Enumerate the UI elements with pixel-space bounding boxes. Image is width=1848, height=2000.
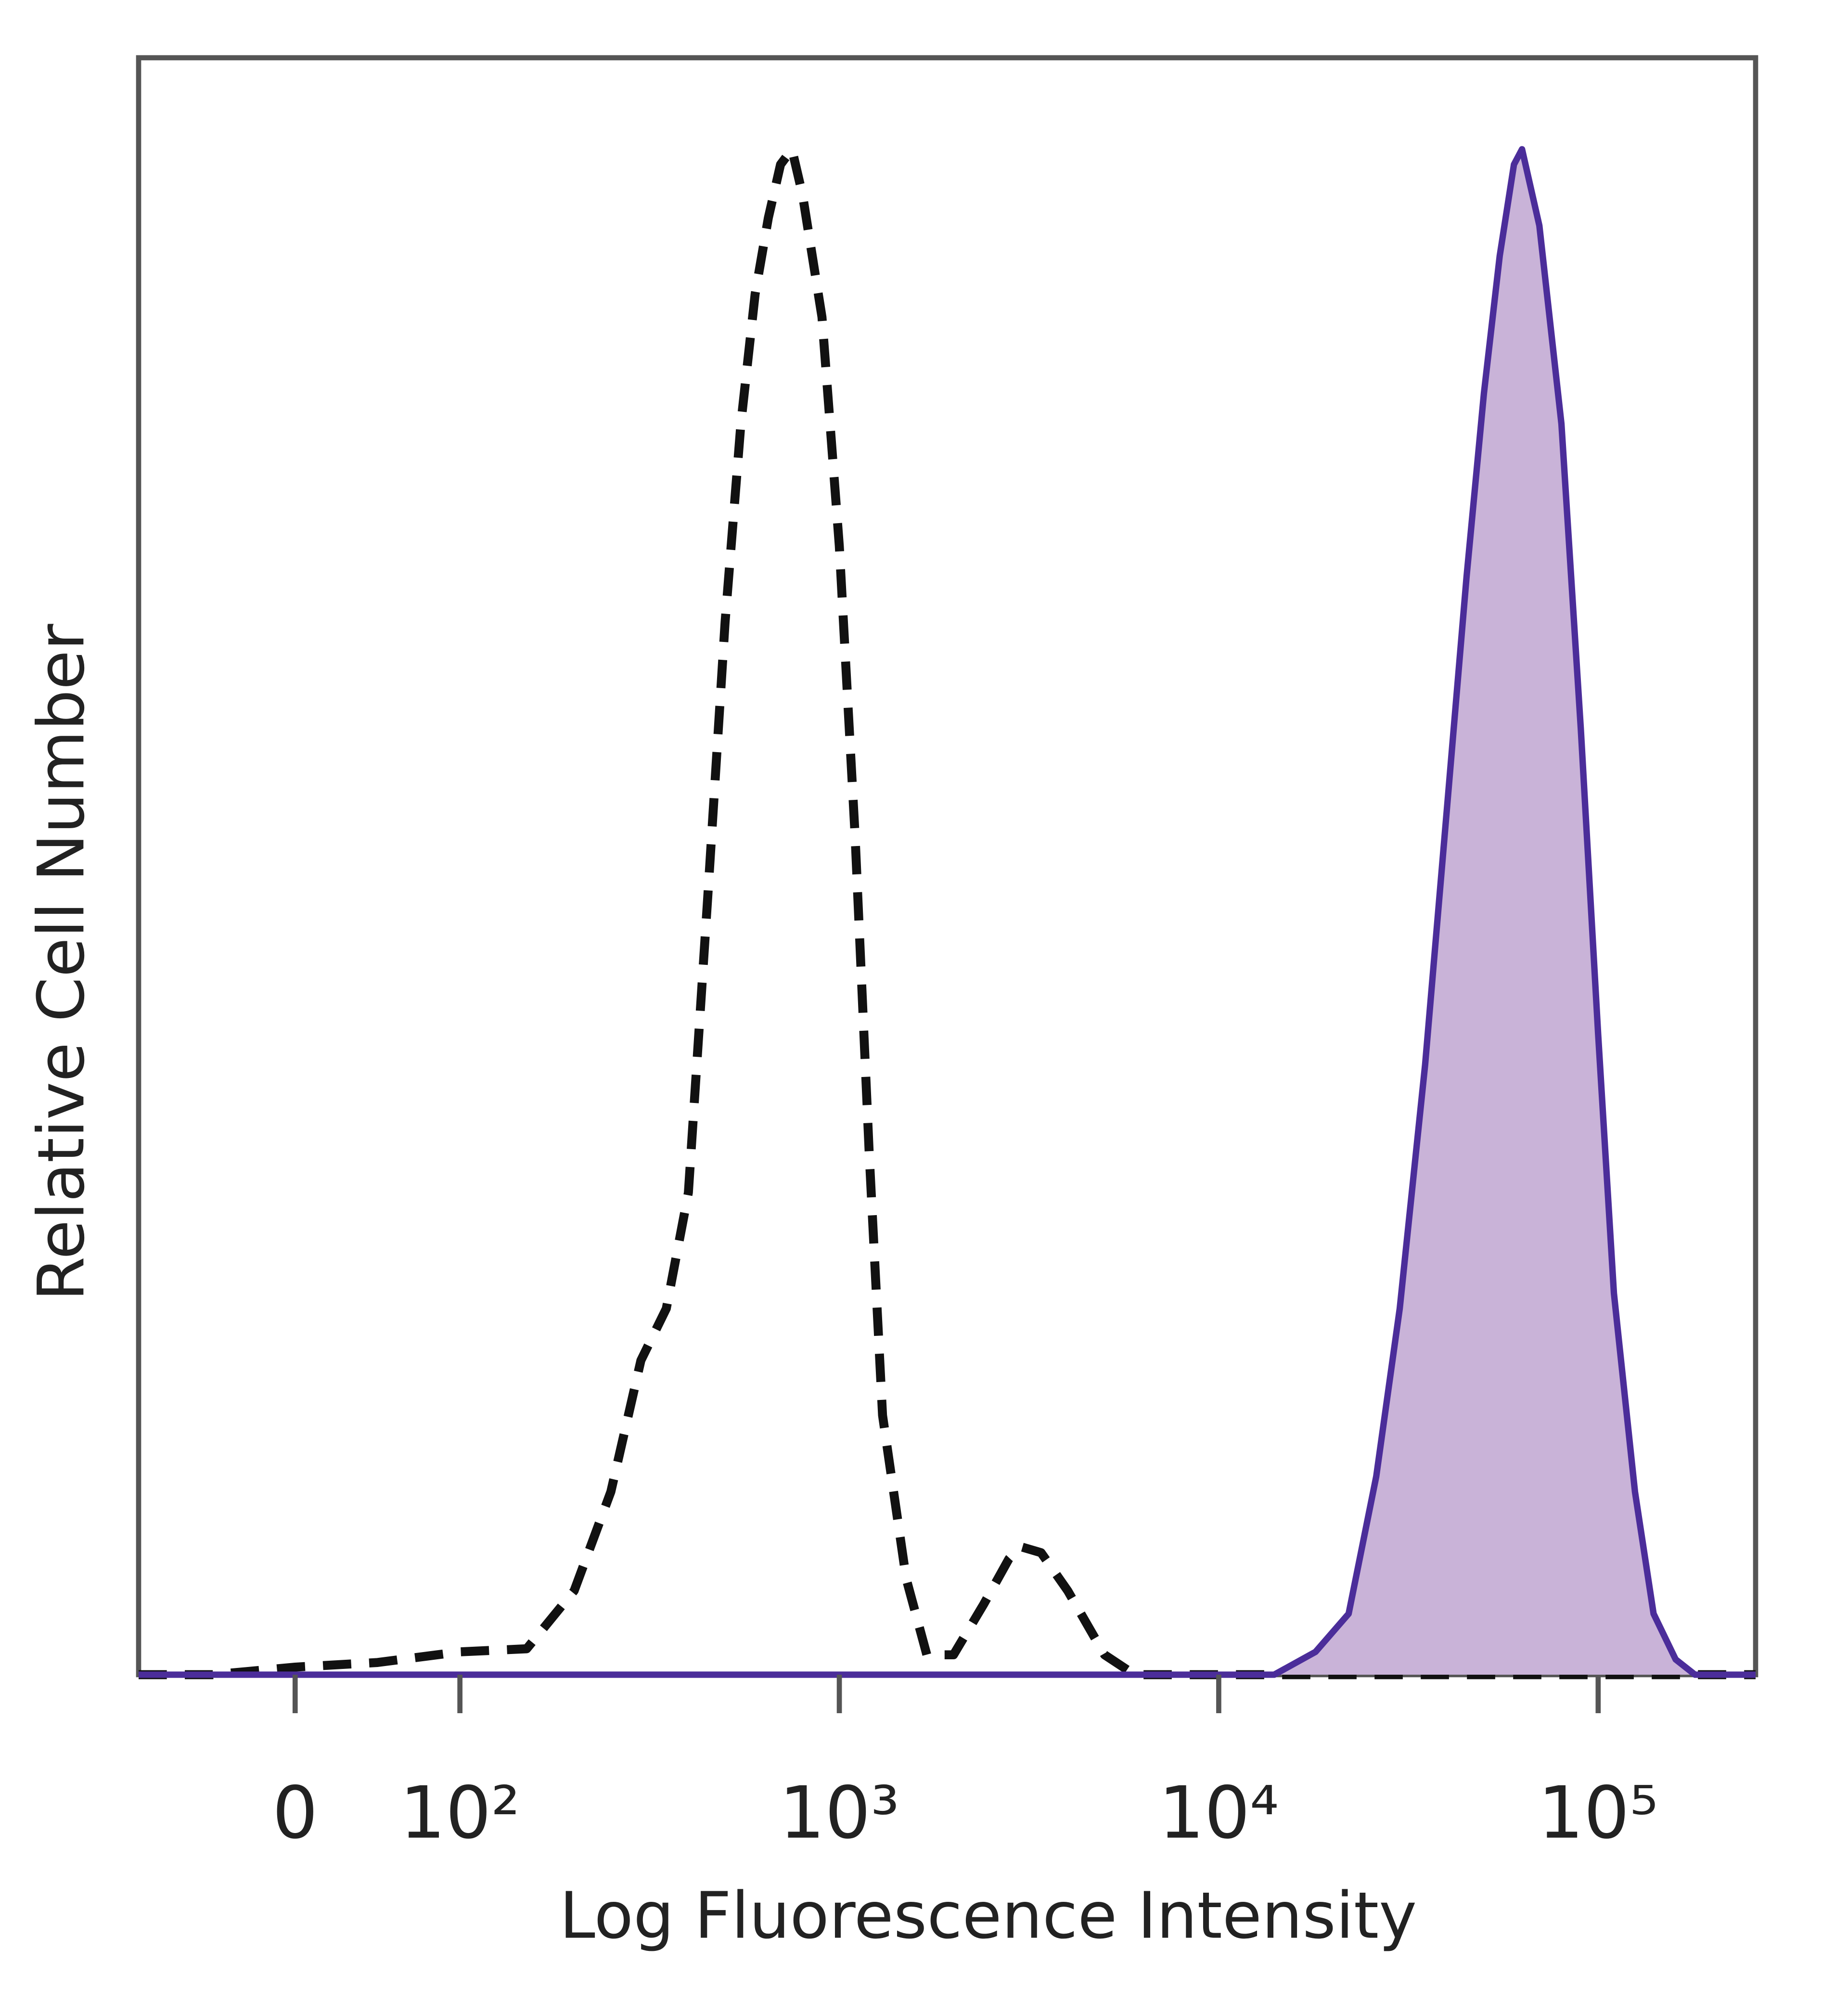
x-tick-label: 10⁵ xyxy=(1538,1771,1658,1855)
histogram-line xyxy=(139,146,1756,1678)
x-tick-label: 0 xyxy=(272,1771,318,1855)
x-tick-label: 10⁴ xyxy=(1159,1771,1279,1855)
y-axis-title: Relative Cell Number xyxy=(24,624,99,1301)
histogram-area xyxy=(139,149,1756,1675)
x-tick-label: 10² xyxy=(400,1771,520,1855)
histogram-line xyxy=(139,144,1756,1679)
x-axis-title: Log Fluorescence Intensity xyxy=(560,1879,1417,1953)
x-tick-label: 10³ xyxy=(779,1771,899,1855)
